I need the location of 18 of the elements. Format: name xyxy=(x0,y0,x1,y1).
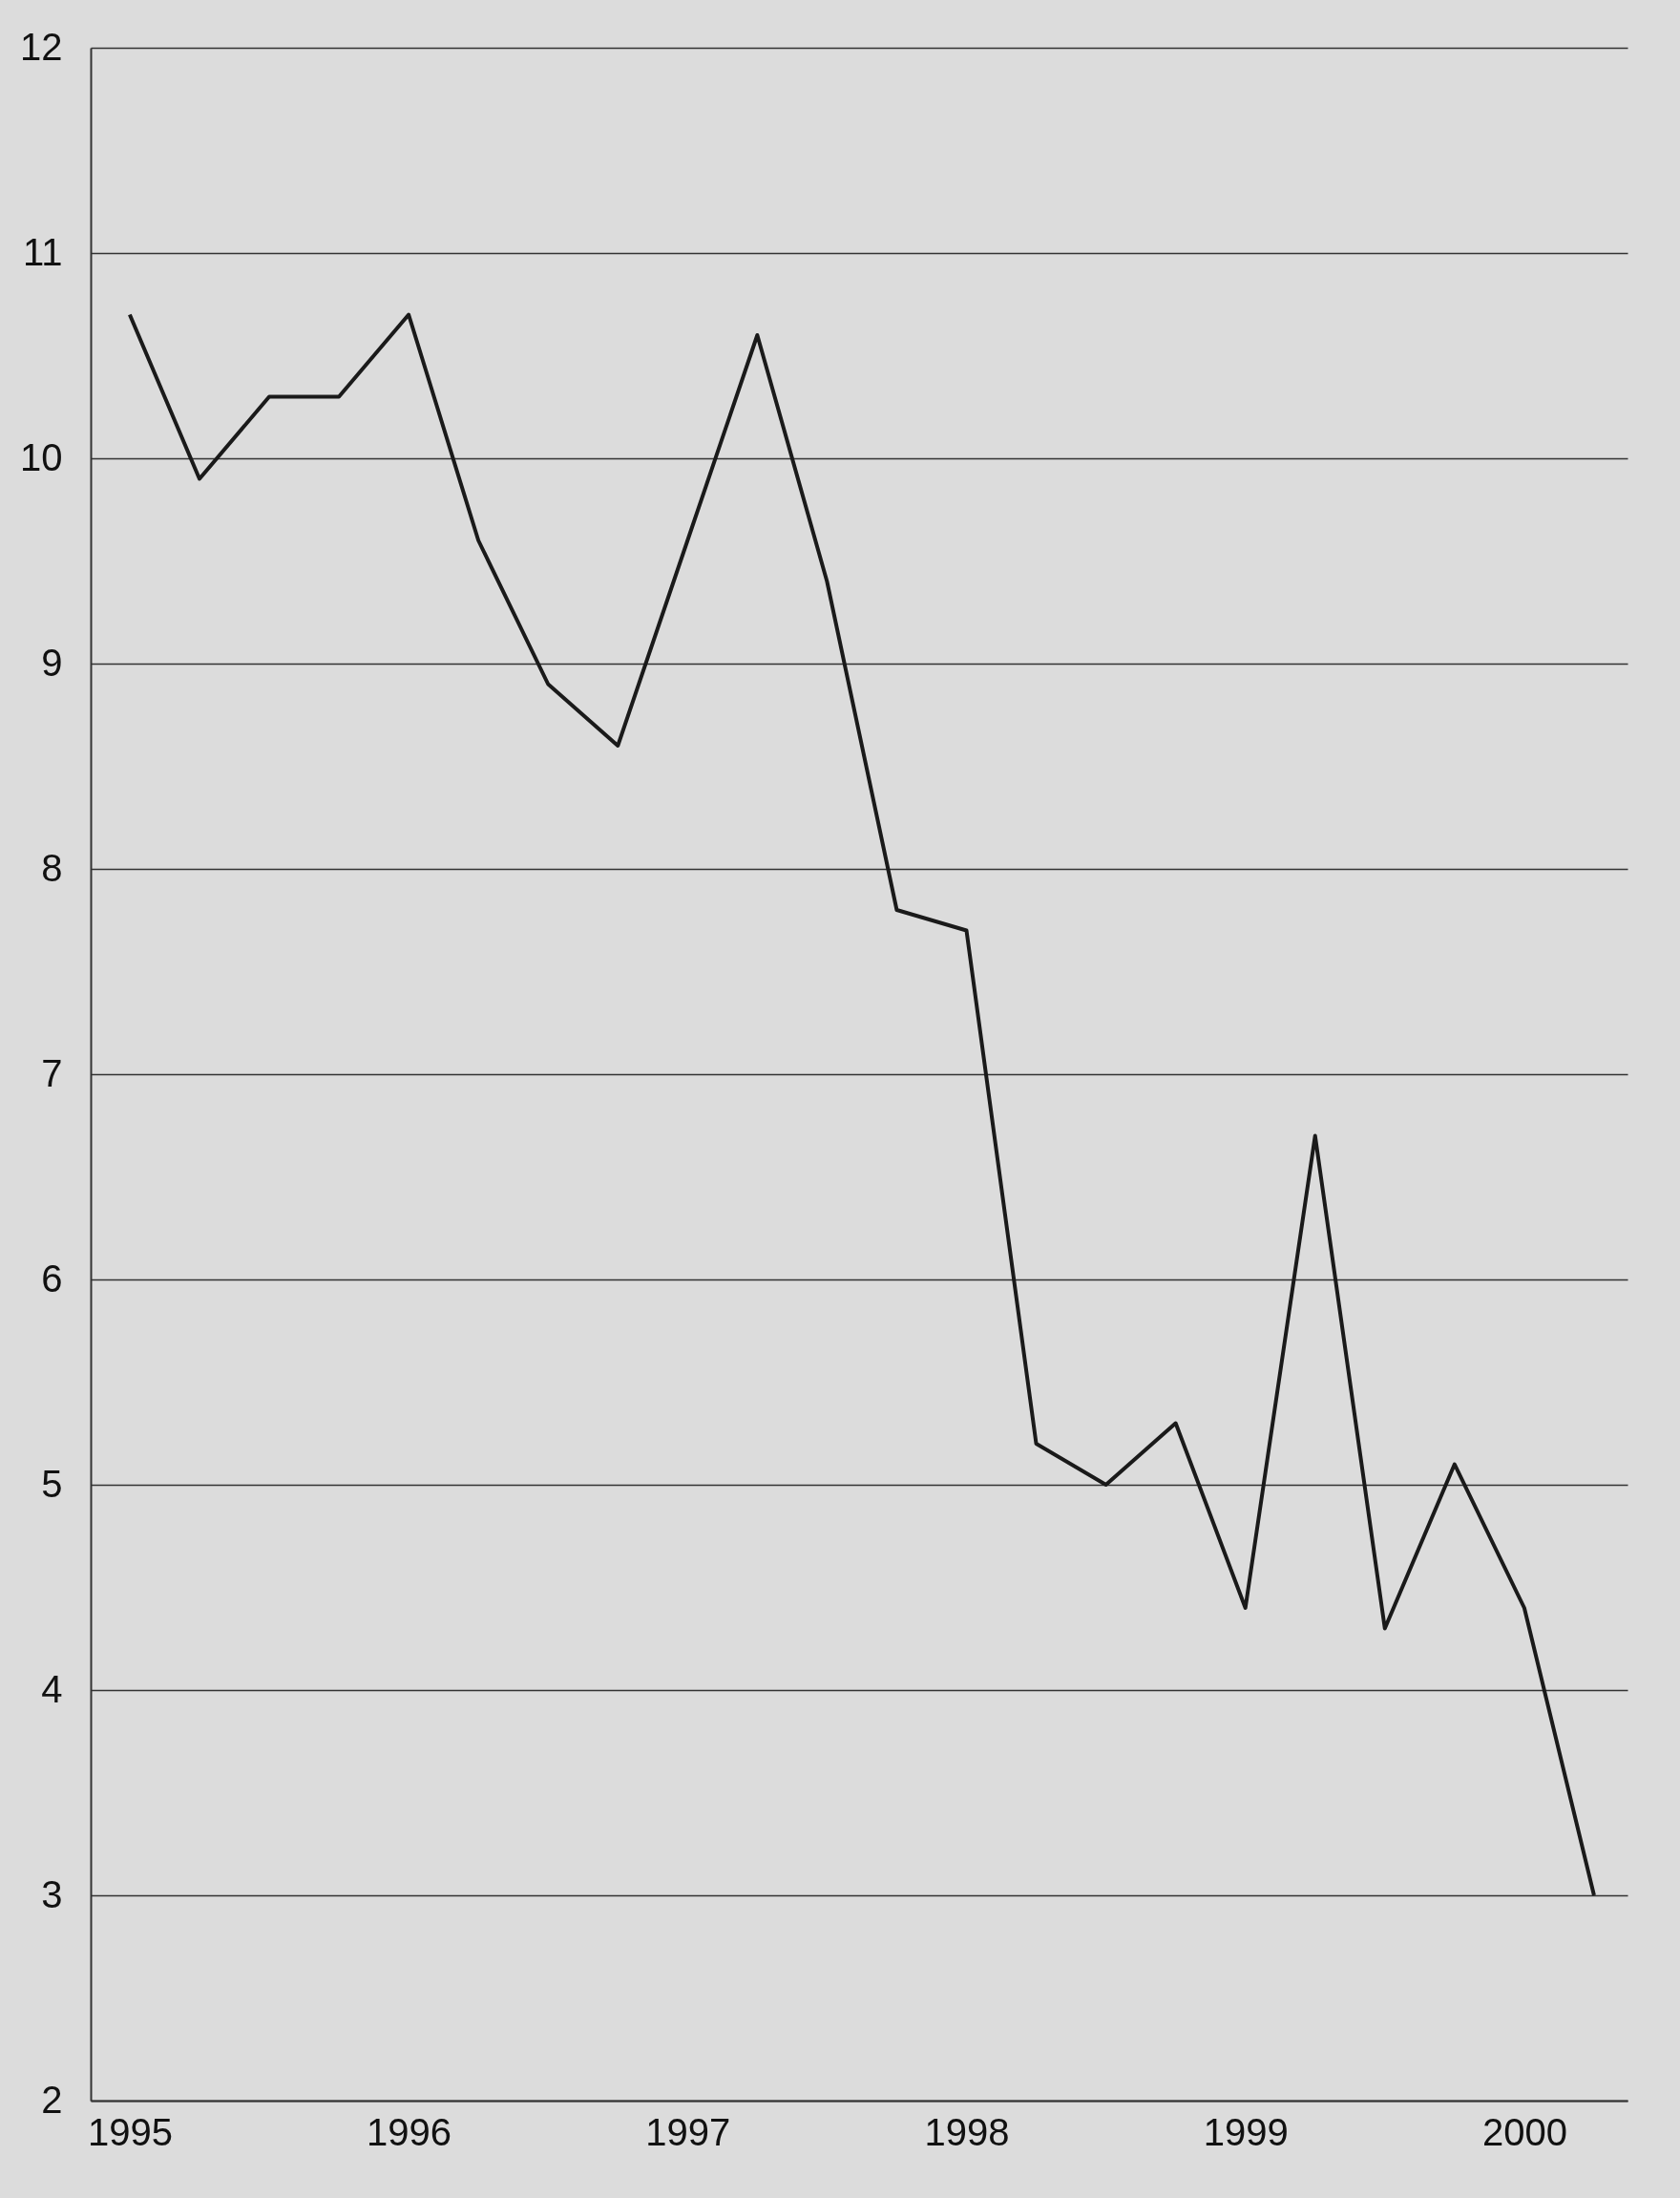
y-tick-label: 3 xyxy=(41,1872,63,1915)
y-tick-label: 8 xyxy=(41,846,63,889)
y-tick-label: 4 xyxy=(41,1667,63,1710)
x-tick-label: 2000 xyxy=(1481,2110,1567,2153)
y-tick-label: 2 xyxy=(41,2078,63,2121)
y-tick-label: 7 xyxy=(41,1051,63,1094)
y-tick-label: 10 xyxy=(20,435,63,478)
y-tick-label: 5 xyxy=(41,1462,63,1505)
x-tick-label: 1996 xyxy=(367,2110,452,2153)
y-tick-label: 6 xyxy=(41,1257,63,1300)
y-tick-label: 11 xyxy=(22,230,63,273)
x-tick-label: 1997 xyxy=(645,2110,731,2153)
x-tick-label: 1999 xyxy=(1203,2110,1289,2153)
x-tick-label: 1998 xyxy=(924,2110,1010,2153)
x-tick-label: 1995 xyxy=(87,2110,173,2153)
line-series xyxy=(127,312,1596,1897)
y-tick-label: 12 xyxy=(20,25,63,68)
y-tick-label: 9 xyxy=(41,641,63,684)
